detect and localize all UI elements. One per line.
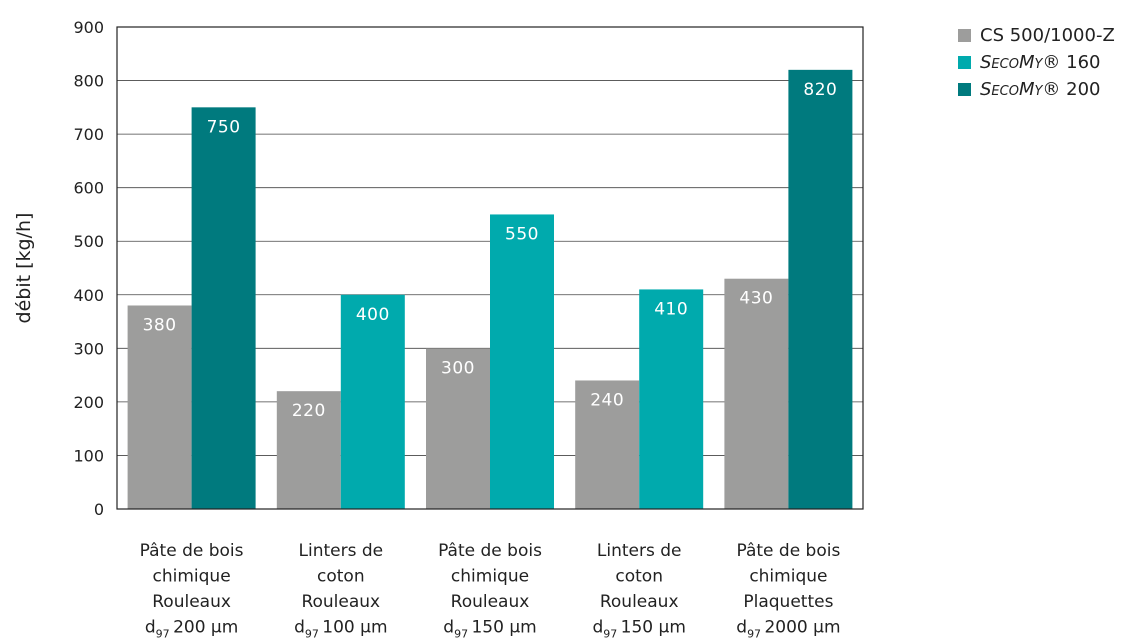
bar-value-label: 400 [356,305,390,325]
legend-swatch-secomy200 [958,83,971,96]
category-label: Rouleaux [301,592,380,612]
bar-value-label: 750 [207,117,241,137]
legend-label: CS 500/1000-Z [980,25,1115,46]
y-tick-label: 800 [73,72,104,91]
y-tick-label: 900 [73,18,104,37]
plot-frame [116,26,864,510]
category-label: Plaquettes [743,592,833,612]
category-label: chimique [749,567,827,587]
legend-item-secomy160: SecoMy® 160 [958,49,1115,76]
value-labels: 380 750 220 400 300 550 240 410 430 820 [143,80,837,421]
bars [127,69,853,509]
bar-value-label: 820 [803,80,837,100]
category-label: Rouleaux [600,592,679,612]
bar [639,289,704,509]
bar [724,278,789,509]
y-axis-label: débit [kg/h] [13,213,35,324]
y-tick-label: 500 [73,232,104,251]
x-axis-categories: Pâte de bois chimique Rouleaux d97 200 µm Li… [140,541,841,641]
y-tick-label: 0 [94,500,104,519]
bar-value-label: 300 [441,358,475,378]
bar [575,380,640,509]
y-tick-label: 100 [73,446,104,465]
y-tick-label: 200 [73,393,104,412]
category-size-label: d97 150 µm [443,618,536,641]
bar-value-label: 430 [739,289,773,309]
y-tick-label: 600 [73,179,104,198]
category-size-label: d97 150 µm [592,618,685,641]
bar [340,294,405,509]
legend-item-secomy200: SecoMy® 200 [958,76,1115,103]
bar [490,214,554,509]
bar [276,391,341,509]
category-label: Pâte de bois [736,541,840,561]
bar-value-label: 380 [143,315,177,335]
y-axis-ticks: 0 100 200 300 400 500 600 700 800 900 [73,18,104,519]
category-label: coton [317,567,365,587]
category-size-label: d97 100 µm [294,618,387,641]
legend-label: SecoMy® 200 [980,79,1101,100]
category-label: chimique [451,567,529,587]
category-label: Linters de [299,541,384,561]
category-label: Pâte de bois [438,541,542,561]
y-tick-label: 700 [73,125,104,144]
category-label: Pâte de bois [140,541,244,561]
bar-value-label: 550 [505,224,539,244]
category-size-label: d97 2000 µm [736,618,840,641]
legend-swatch-secomy160 [958,56,971,69]
y-tick-label: 400 [73,286,104,305]
bar [127,305,192,509]
category-label: chimique [153,567,231,587]
legend-swatch-cs500 [958,29,971,42]
category-label: Linters de [597,541,682,561]
legend-label: SecoMy® 160 [980,52,1101,73]
bar-value-label: 220 [292,401,326,421]
legend-item-cs500: CS 500/1000-Z [958,22,1115,49]
category-size-label: d97 200 µm [145,618,238,641]
category-label: coton [615,567,663,587]
category-label: Rouleaux [451,592,530,612]
bar-value-label: 240 [590,390,624,410]
bar-value-label: 410 [654,299,688,319]
bar [788,69,853,509]
y-tick-label: 300 [73,339,104,358]
bar [426,348,490,509]
category-label: Rouleaux [152,592,231,612]
bar [191,107,256,509]
legend: CS 500/1000-Z SecoMy® 160 SecoMy® 200 [958,22,1115,103]
